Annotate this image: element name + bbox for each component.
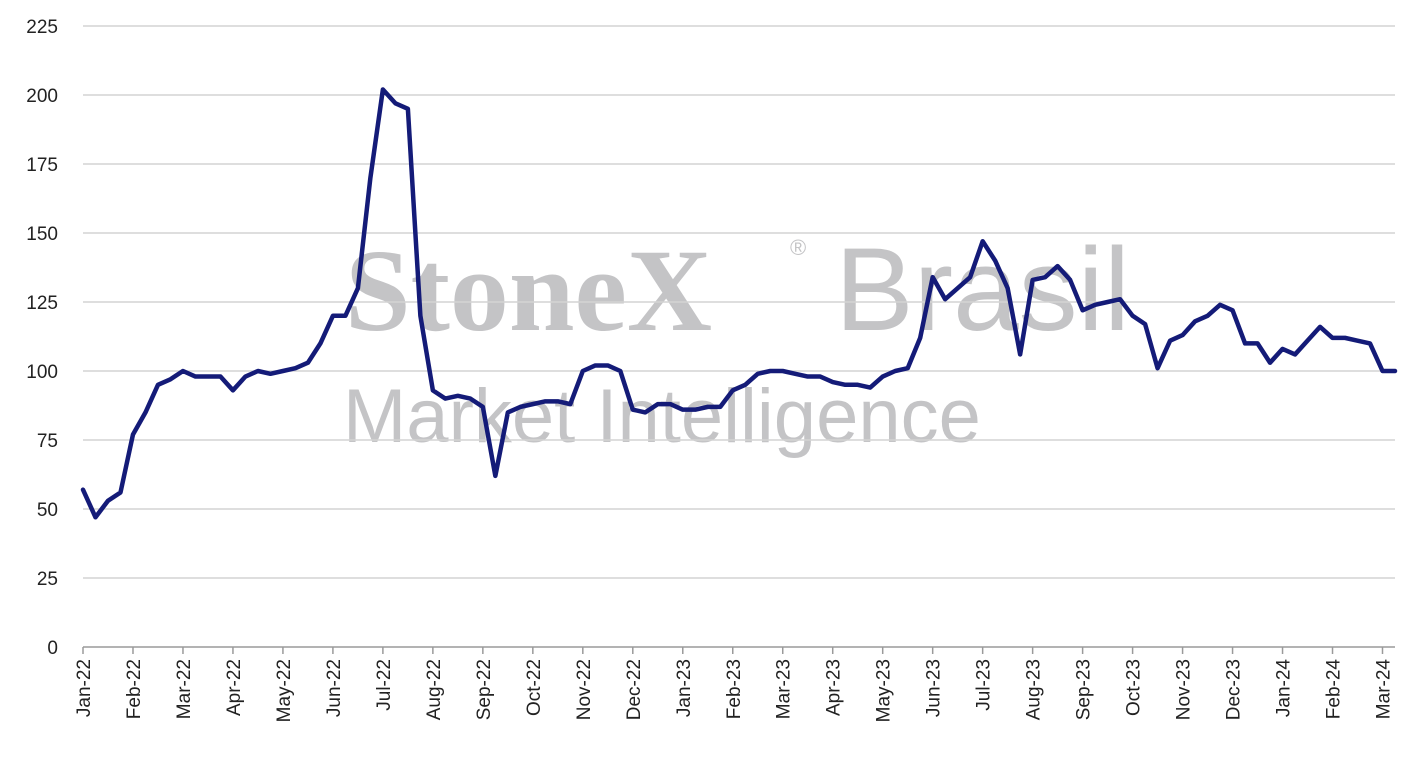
x-tick-label: Feb-22 [124,659,145,719]
x-tick-label: Jun-22 [324,659,345,717]
y-tick-label: 0 [47,638,58,659]
x-tick-label: Jul-23 [974,659,995,711]
y-tick-label: 100 [26,362,58,383]
x-tick-label: Mar-23 [774,659,795,719]
x-tick-label: Sep-22 [474,659,495,720]
watermark: StoneX ® Brasil Market Intelligence [343,224,1130,459]
watermark-mark: ® [790,235,806,260]
x-tick-label: Mar-22 [174,659,195,719]
x-tick-label: Oct-22 [524,659,545,716]
y-tick-label: 75 [37,431,58,452]
y-tick-label: 25 [37,569,58,590]
x-tick-label: Jun-23 [924,659,945,717]
watermark-brand: StoneX [345,225,712,356]
line [80,87,1398,520]
x-tick-label: Sep-23 [1074,659,1095,720]
x-tick-label: Jan-22 [74,659,95,717]
x-tick-label: Dec-22 [624,659,645,720]
x-tick-label: Mar-24 [1374,659,1395,720]
y-tick-label: 175 [26,155,58,176]
y-tick-label: 225 [26,17,58,38]
x-tick-label: Feb-23 [724,659,745,719]
x-tick-label: Jul-22 [374,659,395,711]
x-tick-label: Nov-23 [1174,659,1195,720]
y-tick-label: 200 [26,86,58,107]
x-tick-label: Nov-22 [574,659,595,720]
y-tick-label: 50 [37,500,58,521]
y-tick-label: 150 [26,224,58,245]
x-tick-label: Oct-23 [1124,659,1145,716]
x-tick-label: Feb-24 [1324,659,1345,720]
x-tick-label: May-23 [874,659,895,722]
x-tick-label: Aug-22 [424,659,445,720]
x-tick-label: Apr-22 [224,659,245,716]
x-tick-label: Dec-23 [1224,659,1245,720]
x-tick-label: Jan-23 [674,659,695,717]
x-tick-label: Apr-23 [824,659,845,716]
x-tick-label: Jan-24 [1274,659,1295,718]
x-tick-label: May-22 [274,659,295,722]
x-tick-label: Aug-23 [1024,659,1045,720]
watermark-subtitle: Market Intelligence [343,374,981,459]
y-tick-label: 125 [26,293,58,314]
